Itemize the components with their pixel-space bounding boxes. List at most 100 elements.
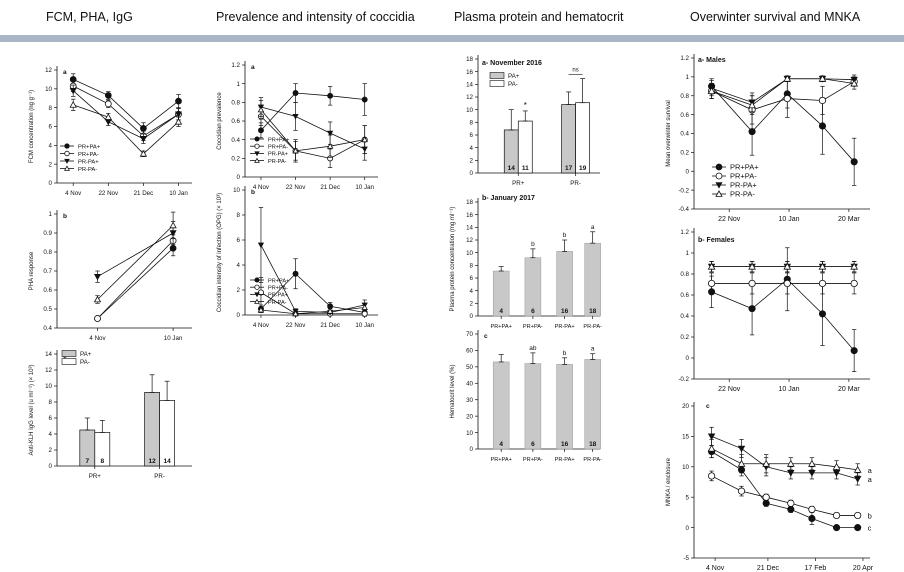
series-line (72, 90, 179, 140)
data-point (139, 136, 147, 143)
legend-swatch (489, 80, 505, 87)
data-point (818, 122, 827, 130)
series-line (260, 307, 365, 315)
x-tick-label: 21 Dec (757, 565, 780, 572)
y-tick-label: 10 (682, 464, 689, 471)
chart-protein-jan: 0 2 4 6 8 10 12 14 16 18 Plasma protein concentrat… (450, 195, 602, 330)
y-tick-label: 18 (466, 199, 473, 206)
data-point (818, 279, 827, 288)
significance-ns: ns (572, 68, 578, 74)
y-axis-title: MNKA / enclosure (666, 457, 672, 506)
data-point (786, 459, 795, 467)
data-point (104, 100, 112, 108)
panel-label: b- January 2017 (482, 195, 535, 202)
y-tick-label: 14 (466, 225, 473, 232)
y-axis-title: Coccidian prevalence (217, 92, 223, 150)
chart-fcm: 0 2 4 6 8 10 12 FCM concentration (ng g⁻¹) a 4 No… (29, 66, 192, 197)
data-point (850, 262, 859, 270)
y-axis-title: Hematocrit level (%) (450, 364, 456, 418)
data-point (64, 150, 70, 157)
y-tick-label: 0.5 (43, 306, 52, 313)
data-point (361, 136, 368, 143)
chart-intensity: 0 2 4 6 8 10 Coccidian intensity of infection … (217, 186, 378, 329)
y-tick-label: 10 (233, 187, 240, 194)
x-tick-label: 4 Nov (89, 335, 106, 342)
data-point (326, 307, 334, 314)
significance-letter: b (531, 241, 535, 248)
series-line (73, 79, 179, 129)
y-tick-label: 4 (470, 288, 474, 295)
y-tick-label: 4 (49, 431, 53, 438)
bar-n-label: 8 (100, 458, 104, 465)
legend-label: PA+ (508, 73, 520, 80)
data-point (850, 79, 859, 87)
data-point (748, 279, 756, 288)
series-line (97, 225, 174, 300)
data-point (140, 125, 147, 132)
y-tick-label: 6 (470, 275, 474, 282)
y-tick-label: 10 (466, 107, 473, 114)
y-tick-label: 1.2 (680, 229, 689, 236)
data-point (783, 94, 791, 103)
y-tick-label: 1 (237, 81, 241, 88)
x-tick-label: 22 Nov (98, 190, 119, 197)
panel-label: b (63, 213, 67, 220)
bar-n-label: 16 (561, 308, 569, 315)
y-tick-label: 0.8 (680, 93, 689, 100)
legend-label: PR+PA+ (730, 162, 759, 171)
header-coccidia: Prevalence and intensity of coccidia (216, 10, 415, 24)
data-point (762, 459, 771, 467)
data-point (254, 292, 260, 298)
y-tick-label: 0 (237, 312, 241, 319)
bar-n-label: 12 (148, 458, 156, 465)
data-point (707, 279, 716, 288)
series-line (260, 292, 365, 315)
bar (492, 361, 510, 450)
x-tick-label: 10 Jan (779, 216, 800, 223)
data-point (808, 505, 816, 513)
data-point (715, 190, 723, 197)
x-tick-label: PR- (154, 473, 165, 480)
x-tick-label: 20 Mar (838, 386, 860, 393)
x-tick-label: 20 Apr (853, 565, 874, 572)
x-tick-label: 20 Mar (838, 216, 860, 223)
data-point (327, 92, 334, 99)
x-tick-label: 17 Feb (805, 565, 827, 572)
data-point (104, 92, 112, 99)
data-point (254, 157, 260, 163)
bar-n-label: 18 (589, 441, 597, 448)
legend-label: PA+ (80, 351, 92, 358)
data-point (854, 524, 862, 532)
data-point (327, 130, 334, 137)
y-tick-label: 1 (49, 211, 53, 218)
x-tick-label: 10 Jan (779, 386, 800, 393)
bar-n-label: 14 (508, 165, 516, 172)
data-point (853, 465, 862, 473)
data-point (762, 493, 770, 501)
y-tick-label: 30 (466, 397, 473, 404)
y-tick-label: 5 (686, 494, 690, 501)
data-point (254, 143, 260, 149)
data-point (292, 270, 299, 277)
data-point (94, 315, 101, 322)
group-letter: c (868, 524, 872, 533)
y-tick-label: 0.6 (43, 287, 52, 294)
panel-label: b- Females (698, 237, 735, 244)
y-tick-label: 4 (237, 262, 241, 269)
data-point (748, 262, 756, 270)
y-tick-label: 10 (45, 383, 52, 390)
y-tick-label: 8 (470, 263, 474, 270)
bar-n-label: 7 (85, 458, 89, 465)
data-point (361, 310, 368, 317)
significance-letter: a (591, 224, 595, 231)
data-point (64, 165, 70, 171)
data-point (832, 462, 841, 470)
significance-letter: b (563, 232, 567, 239)
y-axis-title: FCM concentration (ng g⁻¹) (29, 90, 35, 163)
x-tick-label: PR+PA- (523, 457, 543, 463)
bar (556, 251, 573, 317)
series-line (97, 240, 174, 319)
y-axis-title: Coccidian intensity of infection (OPG) (… (217, 193, 223, 312)
y-tick-label: 14 (45, 351, 52, 358)
panel-label: b (251, 189, 255, 196)
